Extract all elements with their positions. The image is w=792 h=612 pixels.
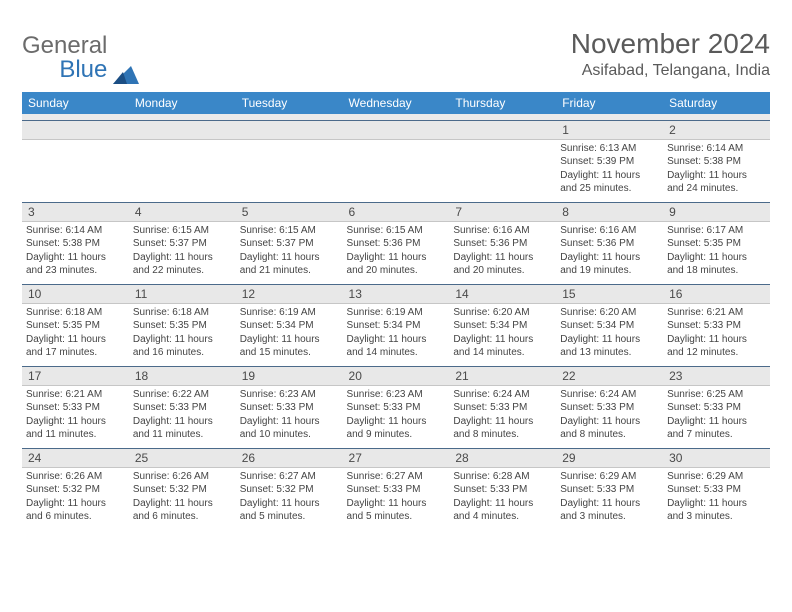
info-cell: Sunrise: 6:18 AMSunset: 5:35 PMDaylight:… — [129, 303, 236, 366]
info-cell: Sunrise: 6:28 AMSunset: 5:33 PMDaylight:… — [449, 467, 556, 530]
date-cell: 26 — [236, 448, 343, 467]
date-cell: 9 — [663, 202, 770, 221]
info-cell: Sunrise: 6:15 AMSunset: 5:37 PMDaylight:… — [236, 221, 343, 284]
date-cell — [129, 120, 236, 139]
info-cell: Sunrise: 6:21 AMSunset: 5:33 PMDaylight:… — [22, 385, 129, 448]
date-cell — [449, 120, 556, 139]
day-header: Monday — [129, 92, 236, 114]
info-cell: Sunrise: 6:16 AMSunset: 5:36 PMDaylight:… — [556, 221, 663, 284]
info-cell: Sunrise: 6:19 AMSunset: 5:34 PMDaylight:… — [236, 303, 343, 366]
day-header: Tuesday — [236, 92, 343, 114]
date-cell: 24 — [22, 448, 129, 467]
info-row: Sunrise: 6:21 AMSunset: 5:33 PMDaylight:… — [22, 385, 770, 448]
date-cell: 30 — [663, 448, 770, 467]
date-cell — [22, 120, 129, 139]
date-cell: 28 — [449, 448, 556, 467]
date-cell — [236, 120, 343, 139]
info-cell: Sunrise: 6:15 AMSunset: 5:37 PMDaylight:… — [129, 221, 236, 284]
day-header: Saturday — [663, 92, 770, 114]
info-cell: Sunrise: 6:29 AMSunset: 5:33 PMDaylight:… — [556, 467, 663, 530]
info-row: Sunrise: 6:18 AMSunset: 5:35 PMDaylight:… — [22, 303, 770, 366]
date-cell: 2 — [663, 120, 770, 139]
date-row: 17181920212223 — [22, 366, 770, 385]
info-cell: Sunrise: 6:18 AMSunset: 5:35 PMDaylight:… — [22, 303, 129, 366]
date-cell: 20 — [343, 366, 450, 385]
date-row: 12 — [22, 120, 770, 139]
header: General Blue November 2024 Asifabad, Tel… — [22, 28, 770, 84]
calendar-table: Sunday Monday Tuesday Wednesday Thursday… — [22, 92, 770, 530]
date-cell: 16 — [663, 284, 770, 303]
date-cell: 5 — [236, 202, 343, 221]
date-cell: 23 — [663, 366, 770, 385]
date-cell: 13 — [343, 284, 450, 303]
info-cell: Sunrise: 6:23 AMSunset: 5:33 PMDaylight:… — [236, 385, 343, 448]
info-row: Sunrise: 6:13 AMSunset: 5:39 PMDaylight:… — [22, 139, 770, 202]
info-cell — [343, 139, 450, 202]
day-header: Thursday — [449, 92, 556, 114]
info-cell: Sunrise: 6:21 AMSunset: 5:33 PMDaylight:… — [663, 303, 770, 366]
info-cell: Sunrise: 6:24 AMSunset: 5:33 PMDaylight:… — [556, 385, 663, 448]
date-cell — [343, 120, 450, 139]
info-cell: Sunrise: 6:13 AMSunset: 5:39 PMDaylight:… — [556, 139, 663, 202]
info-row: Sunrise: 6:14 AMSunset: 5:38 PMDaylight:… — [22, 221, 770, 284]
day-header-row: Sunday Monday Tuesday Wednesday Thursday… — [22, 92, 770, 114]
date-row: 24252627282930 — [22, 448, 770, 467]
info-cell: Sunrise: 6:29 AMSunset: 5:33 PMDaylight:… — [663, 467, 770, 530]
info-cell: Sunrise: 6:24 AMSunset: 5:33 PMDaylight:… — [449, 385, 556, 448]
info-cell: Sunrise: 6:17 AMSunset: 5:35 PMDaylight:… — [663, 221, 770, 284]
date-cell: 7 — [449, 202, 556, 221]
info-cell: Sunrise: 6:23 AMSunset: 5:33 PMDaylight:… — [343, 385, 450, 448]
date-cell: 14 — [449, 284, 556, 303]
date-cell: 10 — [22, 284, 129, 303]
day-header: Friday — [556, 92, 663, 114]
month-title: November 2024 — [571, 28, 770, 60]
date-cell: 6 — [343, 202, 450, 221]
info-cell: Sunrise: 6:22 AMSunset: 5:33 PMDaylight:… — [129, 385, 236, 448]
date-cell: 29 — [556, 448, 663, 467]
info-cell: Sunrise: 6:16 AMSunset: 5:36 PMDaylight:… — [449, 221, 556, 284]
date-cell: 25 — [129, 448, 236, 467]
info-cell — [22, 139, 129, 202]
date-cell: 22 — [556, 366, 663, 385]
date-cell: 11 — [129, 284, 236, 303]
date-cell: 1 — [556, 120, 663, 139]
date-cell: 18 — [129, 366, 236, 385]
info-cell: Sunrise: 6:27 AMSunset: 5:33 PMDaylight:… — [343, 467, 450, 530]
date-cell: 8 — [556, 202, 663, 221]
info-cell: Sunrise: 6:20 AMSunset: 5:34 PMDaylight:… — [556, 303, 663, 366]
date-cell: 21 — [449, 366, 556, 385]
location: Asifabad, Telangana, India — [571, 62, 770, 80]
date-cell: 4 — [129, 202, 236, 221]
info-cell — [129, 139, 236, 202]
info-cell — [236, 139, 343, 202]
logo: General Blue — [22, 32, 139, 84]
info-cell: Sunrise: 6:14 AMSunset: 5:38 PMDaylight:… — [22, 221, 129, 284]
date-row: 10111213141516 — [22, 284, 770, 303]
logo-triangle-icon — [113, 64, 139, 84]
info-cell: Sunrise: 6:19 AMSunset: 5:34 PMDaylight:… — [343, 303, 450, 366]
date-cell: 15 — [556, 284, 663, 303]
info-cell: Sunrise: 6:15 AMSunset: 5:36 PMDaylight:… — [343, 221, 450, 284]
info-cell: Sunrise: 6:25 AMSunset: 5:33 PMDaylight:… — [663, 385, 770, 448]
date-cell: 19 — [236, 366, 343, 385]
day-header: Wednesday — [343, 92, 450, 114]
date-cell: 3 — [22, 202, 129, 221]
title-block: November 2024 Asifabad, Telangana, India — [571, 28, 770, 80]
info-cell: Sunrise: 6:26 AMSunset: 5:32 PMDaylight:… — [22, 467, 129, 530]
info-cell: Sunrise: 6:27 AMSunset: 5:32 PMDaylight:… — [236, 467, 343, 530]
info-cell: Sunrise: 6:20 AMSunset: 5:34 PMDaylight:… — [449, 303, 556, 366]
date-cell: 12 — [236, 284, 343, 303]
day-header: Sunday — [22, 92, 129, 114]
date-cell: 27 — [343, 448, 450, 467]
info-cell: Sunrise: 6:26 AMSunset: 5:32 PMDaylight:… — [129, 467, 236, 530]
date-row: 3456789 — [22, 202, 770, 221]
date-cell: 17 — [22, 366, 129, 385]
info-row: Sunrise: 6:26 AMSunset: 5:32 PMDaylight:… — [22, 467, 770, 530]
info-cell: Sunrise: 6:14 AMSunset: 5:38 PMDaylight:… — [663, 139, 770, 202]
logo-text-blue: Blue — [20, 56, 107, 84]
info-cell — [449, 139, 556, 202]
